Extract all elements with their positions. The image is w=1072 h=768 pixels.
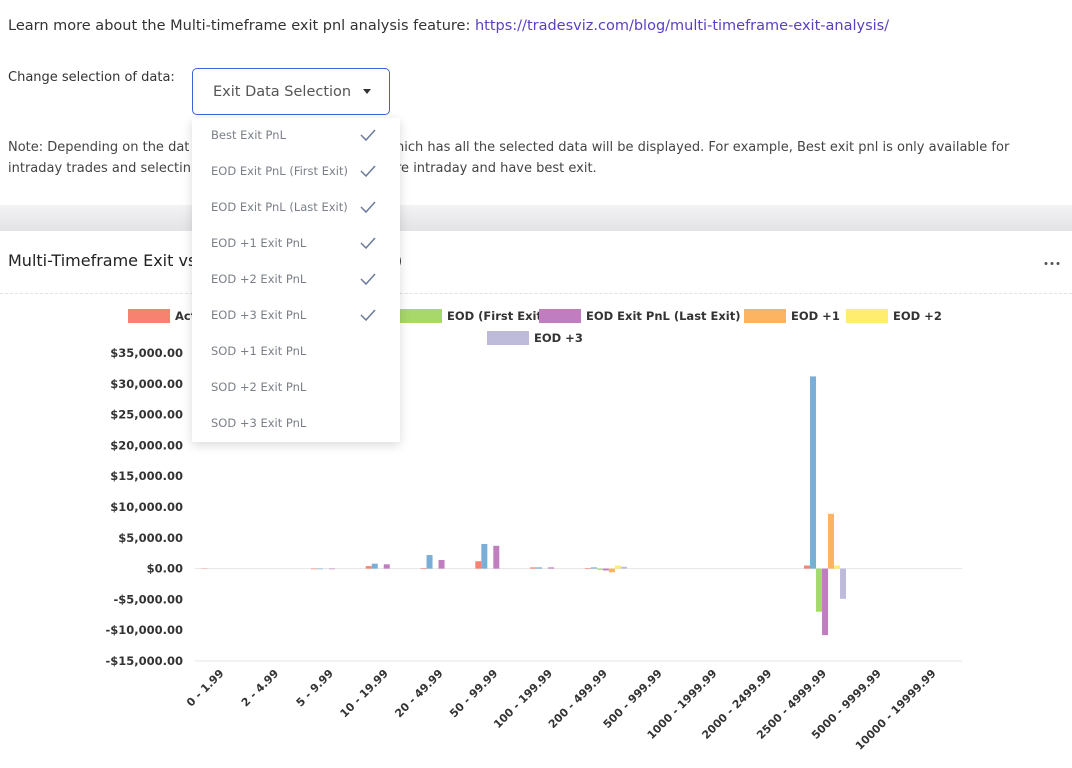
note-text: Note: Depending on the dat <box>8 140 190 155</box>
card-title: Multi-Timeframe Exit vs <box>8 251 197 270</box>
y-tick-label: $5,000.00 <box>118 531 183 545</box>
legend-label: EOD Exit PnL (Last Exit) <box>586 309 741 323</box>
x-tick-label: 10 - 19.99 <box>338 667 391 720</box>
selection-label: Change selection of data: <box>8 70 175 85</box>
y-tick-label: $10,000.00 <box>110 500 183 514</box>
check-icon <box>360 309 376 321</box>
legend-swatch <box>400 309 442 323</box>
legend-swatch <box>539 309 581 323</box>
bar <box>822 568 829 636</box>
x-tick-label: 0 - 1.99 <box>184 667 226 709</box>
bar <box>426 555 433 569</box>
y-tick-label: $35,000.00 <box>110 346 183 360</box>
header-text: Learn more about the Multi-timeframe exi… <box>8 18 471 34</box>
note-text: hich has all the selected data will be d… <box>396 140 1010 155</box>
x-tick-label: 20 - 49.99 <box>392 667 445 720</box>
blog-link[interactable]: https://tradesviz.com/blog/multi-timefra… <box>474 18 890 34</box>
check-icon <box>360 201 376 213</box>
y-tick-label: $0.00 <box>147 562 183 576</box>
bar <box>584 567 591 569</box>
bar <box>328 568 335 570</box>
check-icon <box>360 129 376 141</box>
menu-option[interactable]: EOD +3 Exit PnL <box>211 308 307 322</box>
y-tick-label: $25,000.00 <box>110 408 183 422</box>
legend-label: EOD (First Exit) <box>447 309 547 323</box>
legend-label: EOD +1 <box>791 309 840 323</box>
selection-dropdown[interactable]: Exit Data Selection <box>192 68 390 115</box>
x-tick-label: 5 - 9.99 <box>294 667 336 709</box>
bar <box>310 568 317 570</box>
legend-swatch <box>487 331 529 345</box>
bar <box>493 545 500 569</box>
y-tick-label: $20,000.00 <box>110 438 183 452</box>
check-icon <box>360 273 376 285</box>
check-icon <box>360 165 376 177</box>
note-text: intraday trades and selectin <box>8 161 191 176</box>
menu-option[interactable]: EOD +2 Exit PnL <box>211 272 307 286</box>
legend-swatch <box>744 309 786 323</box>
bar <box>810 376 817 569</box>
y-tick-label: $15,000.00 <box>110 469 183 483</box>
menu-option[interactable]: SOD +2 Exit PnL <box>211 380 307 394</box>
bar <box>840 568 847 599</box>
menu-option[interactable]: Best Exit PnL <box>211 128 286 142</box>
check-icon <box>360 237 376 249</box>
legend-swatch <box>846 309 888 323</box>
bar <box>816 568 823 612</box>
menu-option[interactable]: SOD +1 Exit PnL <box>211 344 307 358</box>
y-tick-label: $30,000.00 <box>110 377 183 391</box>
dropdown-menu: Best Exit PnL EOD Exit PnL (First Exit) EO… <box>192 118 400 442</box>
menu-option[interactable]: EOD Exit PnL (First Exit) <box>211 164 348 178</box>
bar <box>596 568 603 570</box>
legend-label: EOD +3 <box>534 331 583 345</box>
x-tick-label: 50 - 99.99 <box>447 667 500 720</box>
bar <box>475 561 482 569</box>
bar <box>536 567 543 569</box>
bar <box>316 568 323 570</box>
y-tick-label: -$5,000.00 <box>113 592 183 606</box>
bar <box>365 566 372 569</box>
section-divider <box>0 205 1072 231</box>
legend-label: Act <box>175 309 197 323</box>
bar <box>548 567 555 569</box>
menu-option[interactable]: SOD +3 Exit PnL <box>211 416 307 430</box>
dropdown-text: Exit Data Selection <box>213 83 352 100</box>
legend-label: EOD +2 <box>893 309 942 323</box>
card-menu[interactable] <box>1044 261 1060 266</box>
bar <box>530 567 537 569</box>
x-tick-label: 2 - 4.99 <box>239 667 281 709</box>
menu-option[interactable]: EOD Exit PnL (Last Exit) <box>211 200 348 214</box>
y-tick-label: -$10,000.00 <box>105 623 183 637</box>
card-rule <box>0 293 1072 294</box>
bar <box>590 567 597 569</box>
bar <box>608 568 615 573</box>
y-tick-label: -$15,000.00 <box>105 654 183 668</box>
bar <box>602 568 609 571</box>
bar <box>834 565 841 569</box>
bar <box>804 565 811 569</box>
bar <box>438 559 445 569</box>
note-text: re intraday and have best exit. <box>396 161 597 176</box>
bar <box>481 543 488 569</box>
menu-option[interactable]: EOD +1 Exit PnL <box>211 236 307 250</box>
bar <box>620 566 627 569</box>
bar <box>828 513 835 569</box>
bar <box>383 564 390 569</box>
legend-swatch <box>128 309 170 323</box>
header: Learn more about the Multi-timeframe exi… <box>8 18 889 34</box>
caret <box>363 89 372 94</box>
bar <box>420 567 427 569</box>
bar <box>371 563 378 569</box>
bar <box>614 565 621 569</box>
